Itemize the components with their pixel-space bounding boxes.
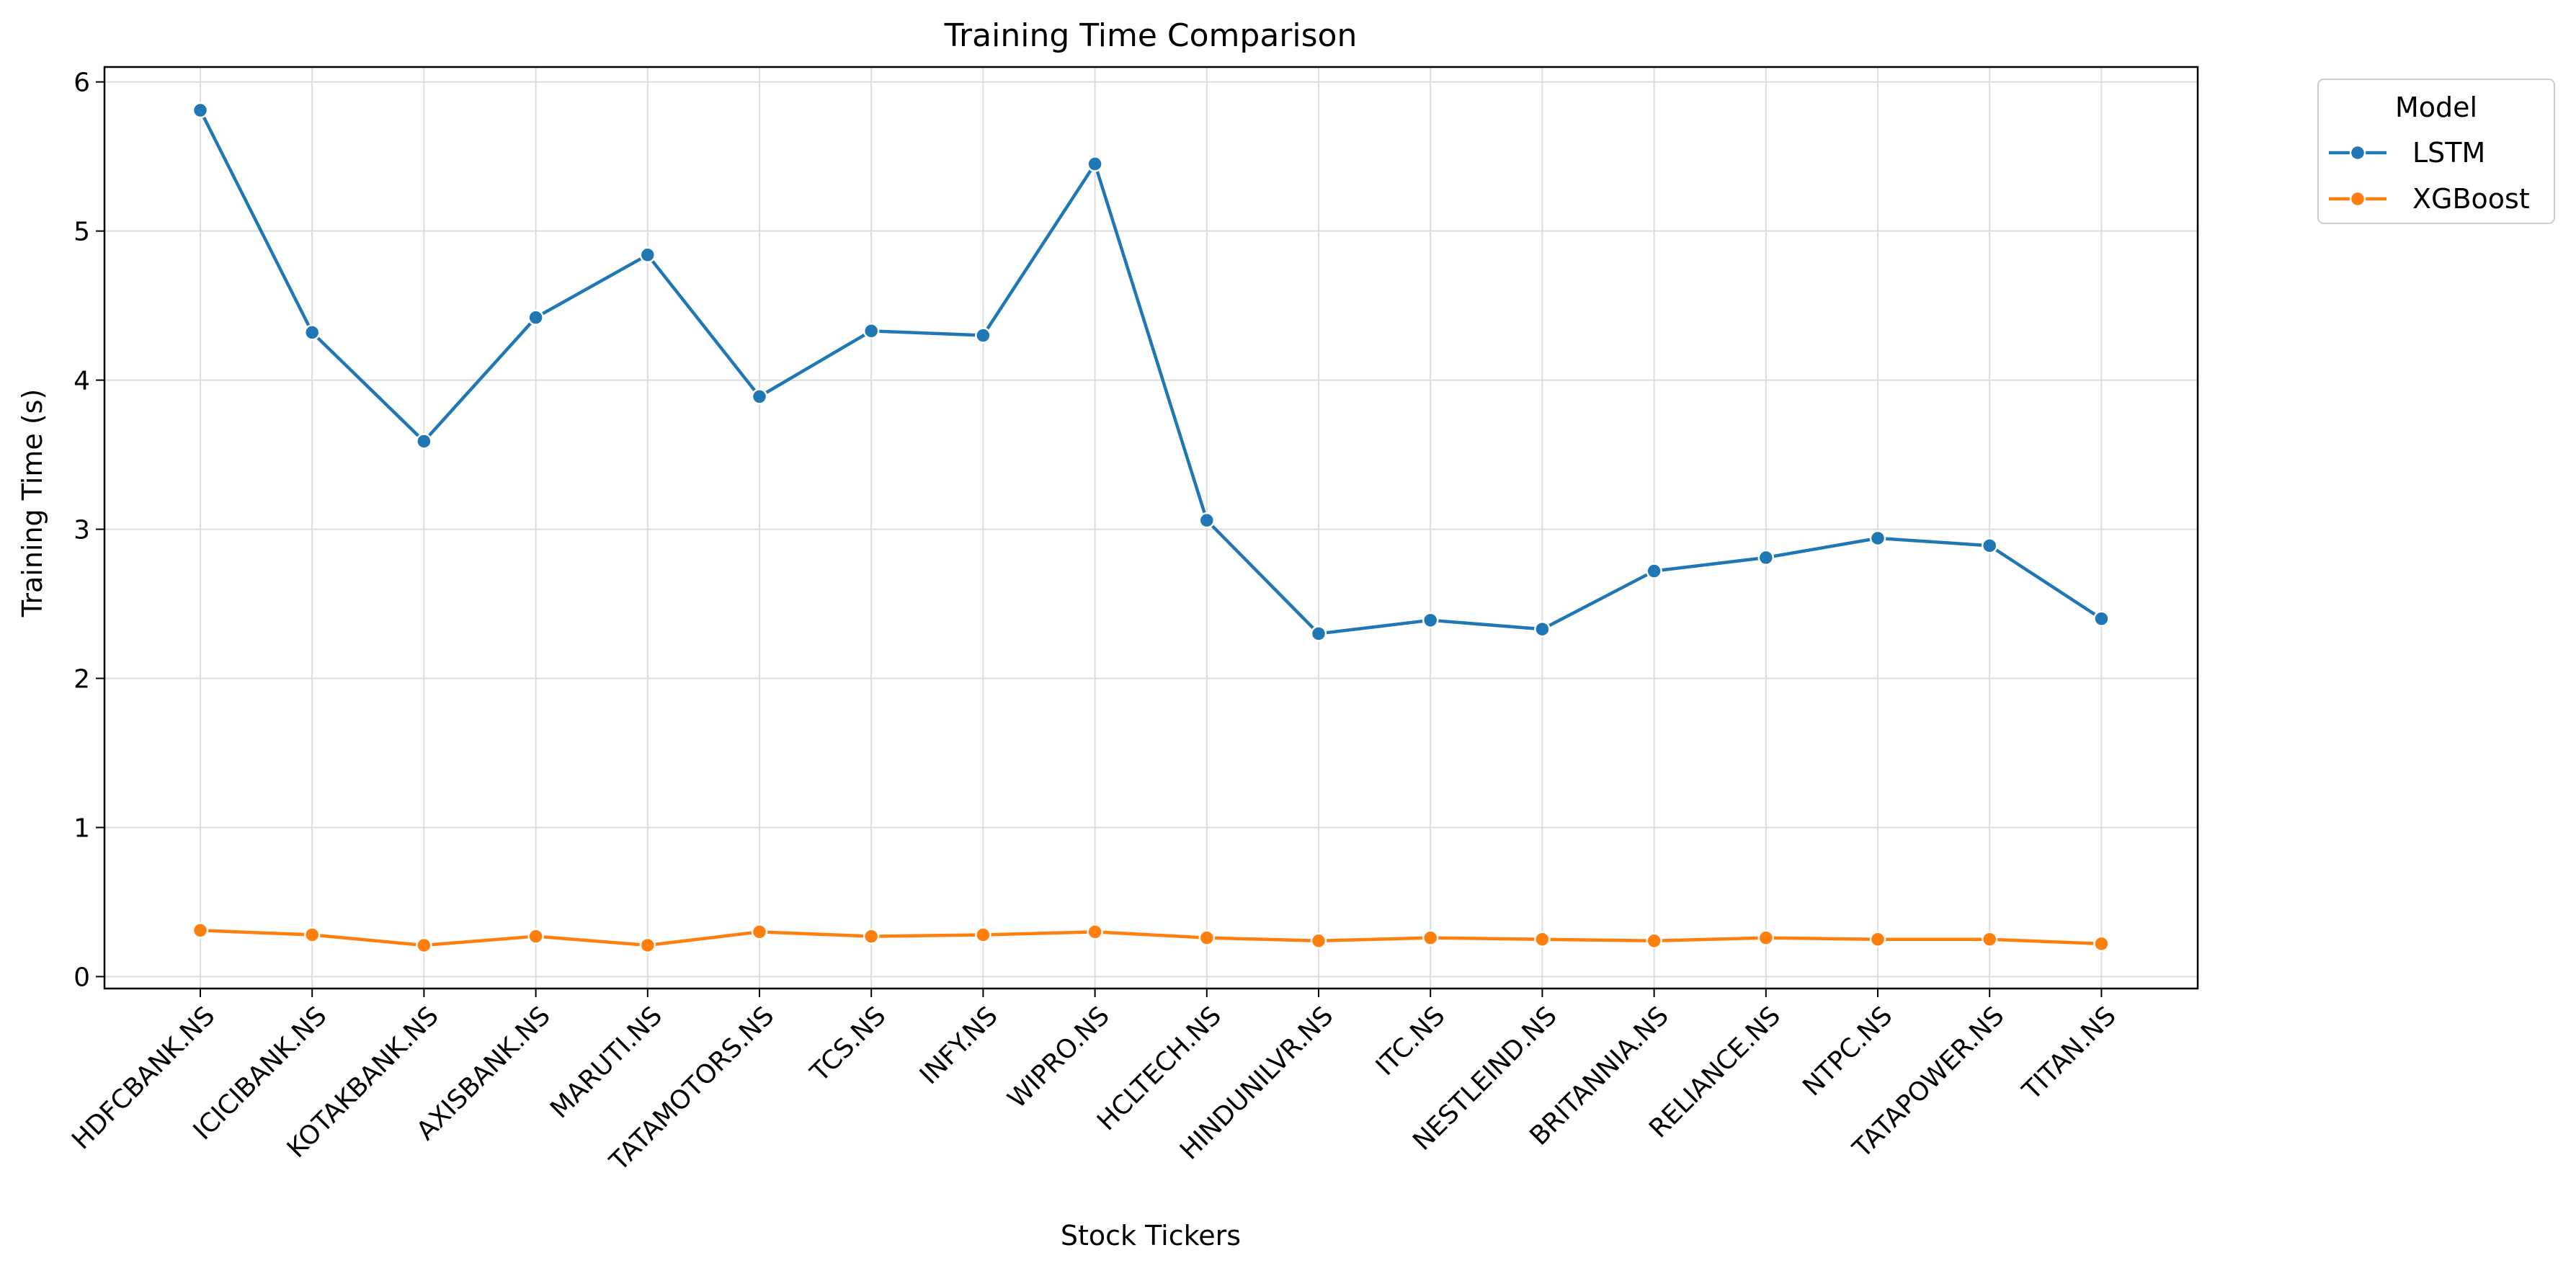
y-tick-label: 0 — [73, 963, 90, 992]
data-point-xgboost — [1534, 931, 1551, 947]
data-point-lstm — [1981, 537, 1998, 554]
data-point-xgboost — [1981, 931, 1998, 947]
data-point-xgboost — [639, 937, 656, 954]
series-layer — [192, 102, 2110, 954]
y-tick-label: 6 — [73, 68, 90, 98]
series-xgboost — [192, 922, 2110, 954]
legend-marker-lstm — [2349, 144, 2366, 161]
data-point-xgboost — [1087, 924, 1103, 940]
y-tick-label: 3 — [73, 516, 90, 545]
y-tick-label: 5 — [73, 218, 90, 247]
y-tick-label: 4 — [73, 367, 90, 396]
series-line-lstm — [198, 108, 2103, 635]
data-point-lstm — [1869, 530, 1886, 547]
data-point-xgboost — [303, 927, 321, 943]
data-point-xgboost — [1646, 932, 1662, 950]
series-line-xgboost — [198, 929, 2103, 947]
data-point-xgboost — [192, 922, 209, 939]
data-point-lstm — [1757, 549, 1775, 566]
legend-label-lstm: LSTM — [2412, 137, 2485, 169]
data-point-xgboost — [1757, 929, 1775, 946]
data-point-lstm — [863, 323, 880, 339]
data-point-lstm — [751, 388, 768, 405]
y-axis: 0 1 2 3 4 5 6 — [73, 68, 104, 992]
data-point-xgboost — [1310, 932, 1327, 950]
data-point-xgboost — [2093, 935, 2110, 952]
legend-label-xgboost: XGBoost — [2412, 183, 2530, 215]
plot-area-frame — [103, 66, 2199, 990]
data-point-xgboost — [1422, 929, 1439, 946]
chart-title: Training Time Comparison — [944, 17, 1358, 54]
data-point-xgboost — [527, 928, 544, 945]
y-axis-label: Training Time (s) — [17, 389, 48, 618]
data-point-lstm — [2093, 610, 2110, 627]
data-point-lstm — [1198, 512, 1216, 529]
grid-lines — [104, 67, 2198, 989]
data-point-lstm — [1310, 625, 1327, 642]
data-point-lstm — [1087, 156, 1103, 172]
y-tick-label: 1 — [73, 813, 90, 843]
data-point-lstm — [527, 309, 544, 326]
x-axis-label: Stock Tickers — [1061, 1220, 1241, 1252]
data-point-lstm — [1534, 620, 1551, 638]
data-point-lstm — [639, 246, 656, 264]
data-point-lstm — [975, 327, 991, 344]
data-point-lstm — [1646, 563, 1662, 579]
series-lstm — [192, 102, 2110, 642]
data-point-xgboost — [975, 927, 991, 943]
legend: Model LSTM XGBoost — [2317, 79, 2555, 224]
data-point-xgboost — [751, 924, 768, 940]
data-point-xgboost — [1198, 929, 1216, 946]
data-point-lstm — [416, 433, 432, 450]
data-point-lstm — [192, 102, 209, 119]
legend-item-xgboost: XGBoost — [2329, 183, 2530, 215]
data-point-xgboost — [863, 928, 880, 945]
legend-marker-xgboost — [2349, 190, 2366, 208]
y-tick-label: 2 — [73, 665, 90, 695]
data-point-lstm — [1422, 612, 1439, 629]
data-point-xgboost — [416, 937, 432, 954]
data-point-lstm — [303, 324, 321, 341]
legend-item-lstm: LSTM — [2329, 137, 2485, 169]
legend-box — [2317, 79, 2555, 224]
legend-title: Model — [2395, 92, 2477, 123]
data-point-xgboost — [1869, 931, 1886, 947]
